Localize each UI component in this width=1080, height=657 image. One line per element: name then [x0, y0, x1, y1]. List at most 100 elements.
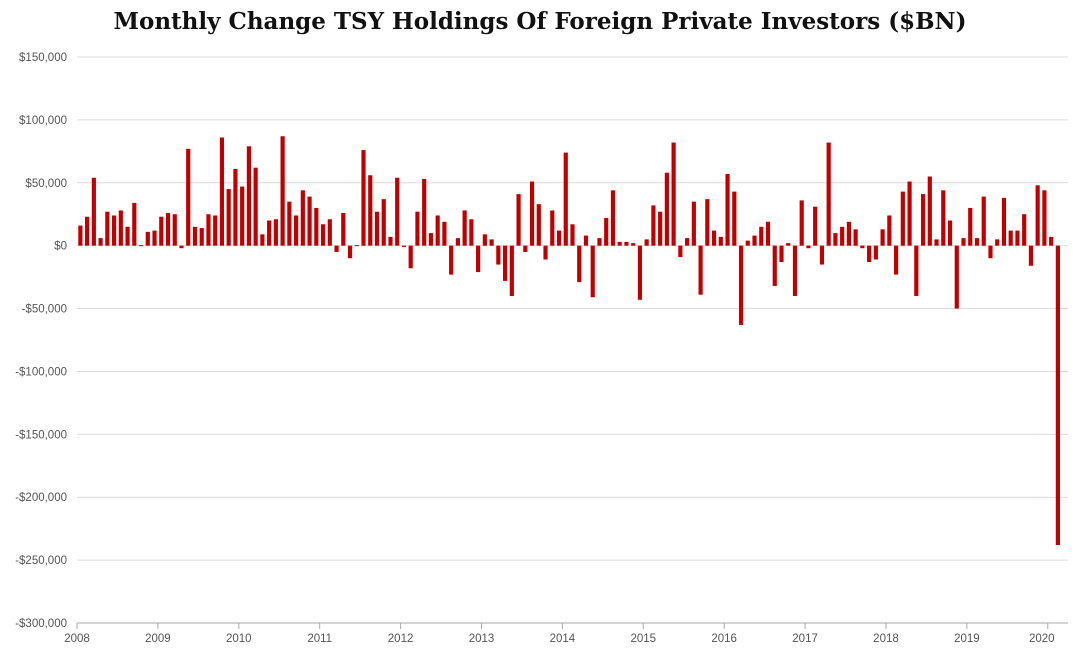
bar: [678, 245, 683, 257]
bar: [449, 245, 454, 275]
bar: [489, 239, 494, 246]
bar: [988, 245, 993, 259]
bar: [624, 241, 629, 246]
bar: [637, 245, 643, 300]
bar: [435, 215, 440, 246]
bar: [482, 234, 487, 246]
x-tick-label: 2012: [388, 633, 414, 645]
bar: [718, 236, 723, 246]
bar: [1042, 190, 1047, 246]
bar: [145, 231, 150, 246]
bar: [320, 224, 326, 246]
bar: [961, 238, 966, 246]
y-tick-label: -$100,000: [15, 366, 67, 378]
bar: [509, 245, 514, 296]
bar: [920, 194, 926, 246]
bar: [887, 215, 892, 246]
bar: [111, 215, 117, 246]
bar: [246, 146, 251, 246]
bar: [981, 196, 986, 246]
bar: [813, 206, 818, 246]
bar: [1049, 236, 1054, 246]
bar: [691, 201, 696, 246]
bar: [273, 219, 278, 246]
x-tick-label: 2009: [145, 633, 171, 645]
bar: [974, 238, 980, 246]
bar: [590, 245, 595, 298]
bar: [138, 245, 144, 247]
bar: [206, 214, 211, 246]
bar: [213, 215, 218, 246]
bar: [664, 172, 669, 246]
bar: [894, 245, 899, 275]
bar: [469, 219, 474, 246]
y-tick-label: $50,000: [25, 178, 67, 190]
bar: [867, 245, 872, 263]
bar: [732, 191, 737, 246]
x-tick-label: 2017: [792, 633, 818, 645]
bar: [219, 137, 225, 246]
y-tick-label: $150,000: [19, 52, 67, 64]
bar: [529, 181, 535, 246]
bar: [765, 221, 771, 246]
bar: [260, 234, 265, 246]
bar: [132, 202, 137, 246]
bar: [577, 245, 582, 283]
x-tick-label: 2013: [469, 633, 495, 645]
y-tick-label: -$150,000: [15, 429, 67, 441]
bar: [947, 220, 953, 246]
bar: [361, 150, 366, 246]
bar: [78, 225, 83, 246]
bar: [873, 245, 878, 260]
bar: [1028, 245, 1034, 266]
bar: [415, 211, 420, 246]
bar: [422, 179, 427, 246]
bar: [725, 173, 730, 246]
bar: [799, 200, 804, 246]
bar: [401, 245, 407, 247]
bar: [806, 245, 811, 249]
bar: [159, 216, 164, 246]
bar: [307, 196, 312, 246]
bar: [604, 218, 609, 246]
bar: [516, 194, 521, 246]
x-tick-label: 2019: [954, 633, 980, 645]
bar: [192, 226, 198, 246]
bar: [381, 199, 386, 246]
bar: [1001, 197, 1007, 246]
bar: [395, 177, 400, 246]
bar: [570, 224, 575, 246]
bar: [165, 212, 171, 246]
bar: [826, 142, 831, 246]
x-tick-label: 2015: [630, 633, 656, 645]
bar: [253, 167, 258, 246]
bar: [819, 245, 825, 265]
bar: [226, 189, 231, 246]
bar: [954, 245, 959, 309]
bar: [786, 243, 791, 246]
bars: [78, 136, 1060, 546]
bar: [617, 241, 622, 246]
bar: [779, 245, 784, 263]
bar: [354, 245, 359, 247]
x-tick-label: 2011: [307, 633, 332, 645]
y-tick-label: -$200,000: [15, 492, 67, 504]
bar: [880, 229, 885, 246]
bar: [1015, 230, 1020, 246]
bar: [833, 233, 838, 246]
bar: [428, 233, 434, 246]
y-tick-label: -$50,000: [22, 304, 67, 316]
bar: [85, 216, 90, 246]
bar: [610, 190, 616, 246]
bar: [233, 168, 238, 246]
bar: [125, 226, 130, 246]
bar: [199, 228, 204, 246]
bar: [98, 238, 103, 246]
y-tick-label: -$300,000: [15, 618, 67, 630]
bar: [711, 230, 717, 246]
bar: [941, 190, 946, 246]
bar: [503, 245, 508, 281]
bar: [738, 245, 744, 325]
bar: [523, 245, 528, 252]
